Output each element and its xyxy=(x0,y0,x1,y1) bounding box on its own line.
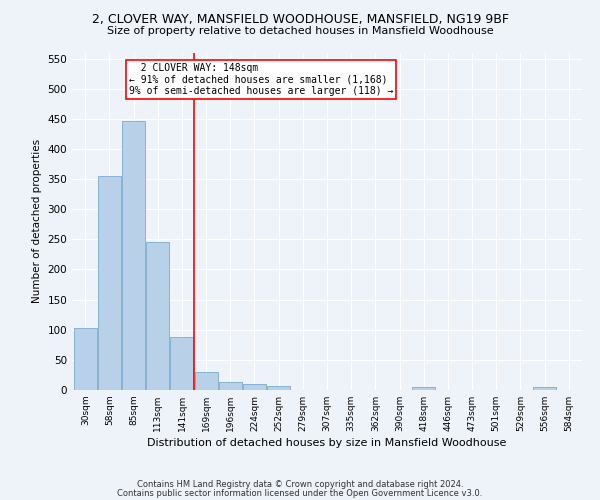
X-axis label: Distribution of detached houses by size in Mansfield Woodhouse: Distribution of detached houses by size … xyxy=(148,438,506,448)
Text: Contains HM Land Registry data © Crown copyright and database right 2024.: Contains HM Land Registry data © Crown c… xyxy=(137,480,463,489)
Bar xyxy=(243,384,266,390)
Bar xyxy=(98,176,121,390)
Bar xyxy=(170,337,193,390)
Text: Size of property relative to detached houses in Mansfield Woodhouse: Size of property relative to detached ho… xyxy=(107,26,493,36)
Bar xyxy=(122,120,145,390)
Text: Contains public sector information licensed under the Open Government Licence v3: Contains public sector information licen… xyxy=(118,488,482,498)
Text: 2, CLOVER WAY, MANSFIELD WOODHOUSE, MANSFIELD, NG19 9BF: 2, CLOVER WAY, MANSFIELD WOODHOUSE, MANS… xyxy=(91,12,509,26)
Bar xyxy=(219,382,242,390)
Bar xyxy=(74,328,97,390)
Bar xyxy=(533,387,556,390)
Bar xyxy=(267,386,290,390)
Bar xyxy=(412,387,435,390)
Bar xyxy=(146,242,169,390)
Y-axis label: Number of detached properties: Number of detached properties xyxy=(32,139,42,304)
Bar xyxy=(194,372,218,390)
Text: 2 CLOVER WAY: 148sqm  
← 91% of detached houses are smaller (1,168)
9% of semi-d: 2 CLOVER WAY: 148sqm ← 91% of detached h… xyxy=(129,62,393,96)
